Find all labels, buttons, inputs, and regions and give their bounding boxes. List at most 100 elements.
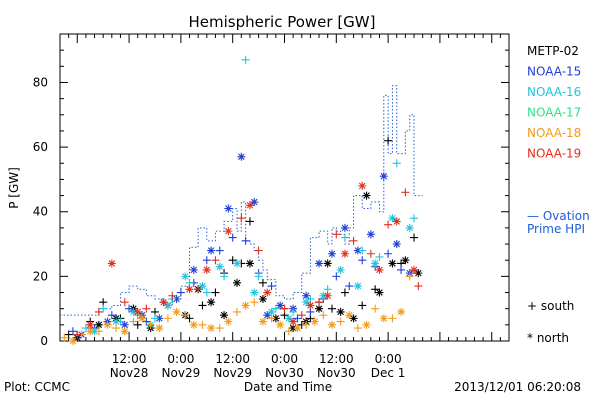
south-plus-point — [168, 291, 177, 300]
north-star-point — [241, 301, 250, 310]
south-plus-point — [327, 304, 336, 313]
north-star-point — [250, 198, 259, 207]
south-plus-point — [254, 272, 263, 281]
north-star-point — [353, 246, 362, 255]
south-plus-point — [392, 159, 401, 168]
north-star-point — [112, 317, 121, 326]
south-plus-point — [202, 256, 211, 265]
south-plus-point — [254, 246, 263, 255]
south-plus-point — [181, 311, 190, 320]
y-tick-label: 40 — [33, 205, 48, 219]
legend-satellite-entry: NOAA-17 — [527, 106, 581, 120]
north-star-point — [289, 317, 298, 326]
north-star-point — [155, 314, 164, 323]
legend-satellite-entry: NOAA-18 — [527, 126, 581, 140]
south-plus-point — [215, 246, 224, 255]
south-plus-point — [112, 324, 121, 333]
north-star-point — [233, 278, 242, 287]
north-star-point — [215, 262, 224, 271]
north-star-point — [401, 256, 410, 265]
north-star-point — [302, 298, 311, 307]
south-plus-point — [349, 236, 358, 245]
north-star-point — [349, 314, 358, 323]
north-star-point — [310, 317, 319, 326]
north-star-point — [90, 327, 99, 336]
north-star-point — [336, 265, 345, 274]
south-plus-point — [384, 220, 393, 229]
north-star-point — [224, 227, 233, 236]
south-plus-point — [120, 298, 129, 307]
north-star-point — [172, 307, 181, 316]
south-plus-point — [371, 304, 380, 313]
legend: METP-02 NOAA-15 NOAA-16 NOAA-17 NOAA-18 NOAA-… — [527, 44, 590, 345]
x-tick-time-label: 12:00 — [215, 352, 250, 366]
north-star-point — [353, 282, 362, 291]
north-star-point — [293, 324, 302, 333]
south-plus-point — [198, 320, 207, 329]
south-plus-point — [332, 230, 341, 239]
south-plus-point — [215, 324, 224, 333]
footer-timestamp: 2013/12/01 06:20:08 — [454, 380, 581, 394]
south-plus-point — [302, 320, 311, 329]
north-star-point — [414, 269, 423, 278]
south-plus-point — [371, 285, 380, 294]
south-plus-point — [250, 298, 259, 307]
north-star-point — [388, 214, 397, 223]
south-plus-point — [133, 320, 142, 329]
south-plus-point — [228, 256, 237, 265]
south-plus-point — [241, 55, 250, 64]
north-star-point — [224, 204, 233, 213]
south-plus-point — [176, 288, 185, 297]
legend-ovation-line2: Prime HPI — [527, 222, 585, 236]
south-plus-point — [414, 282, 423, 291]
north-star-point — [107, 259, 116, 268]
north-star-point — [68, 337, 77, 345]
south-plus-point — [293, 314, 302, 323]
south-plus-point — [142, 304, 151, 313]
north-star-point — [375, 265, 384, 274]
north-star-point — [345, 311, 354, 320]
south-plus-point — [237, 214, 246, 223]
south-plus-point — [267, 314, 276, 323]
y-tick-label: 60 — [33, 140, 48, 154]
south-plus-point — [211, 288, 220, 297]
north-star-point — [189, 320, 198, 329]
north-star-point — [323, 259, 332, 268]
x-axis-label: Date and Time — [244, 380, 332, 394]
y-tick-label: 0 — [40, 334, 48, 348]
south-plus-point — [384, 249, 393, 258]
north-star-point — [362, 320, 371, 329]
south-plus-point — [194, 285, 203, 294]
south-plus-point — [258, 278, 267, 287]
south-plus-point — [358, 256, 367, 265]
north-star-point — [410, 265, 419, 274]
legend-satellite-entry: NOAA-19 — [527, 147, 581, 161]
south-plus-point — [233, 307, 242, 316]
south-plus-point — [68, 327, 77, 336]
south-plus-point — [228, 233, 237, 242]
south-plus-point — [125, 304, 134, 313]
north-star-point — [207, 246, 216, 255]
south-plus-point — [99, 304, 108, 313]
north-star-point — [220, 311, 229, 320]
south-plus-point — [150, 314, 159, 323]
south-plus-point — [64, 330, 73, 339]
south-plus-point — [60, 333, 69, 342]
south-plus-point — [107, 311, 116, 320]
data-points — [60, 55, 423, 345]
north-star-point — [336, 307, 345, 316]
south-plus-point — [410, 233, 419, 242]
north-star-point — [392, 217, 401, 226]
north-star-point — [366, 230, 375, 239]
south-plus-point — [405, 272, 414, 281]
south-plus-point — [267, 282, 276, 291]
y-tick-label: 80 — [33, 75, 48, 89]
south-plus-point — [397, 265, 406, 274]
north-star-point — [138, 314, 147, 323]
south-plus-point — [332, 272, 341, 281]
legend-satellite-entry: NOAA-16 — [527, 85, 581, 99]
south-plus-point — [297, 311, 306, 320]
north-star-point — [233, 259, 242, 268]
north-star-point — [327, 320, 336, 329]
